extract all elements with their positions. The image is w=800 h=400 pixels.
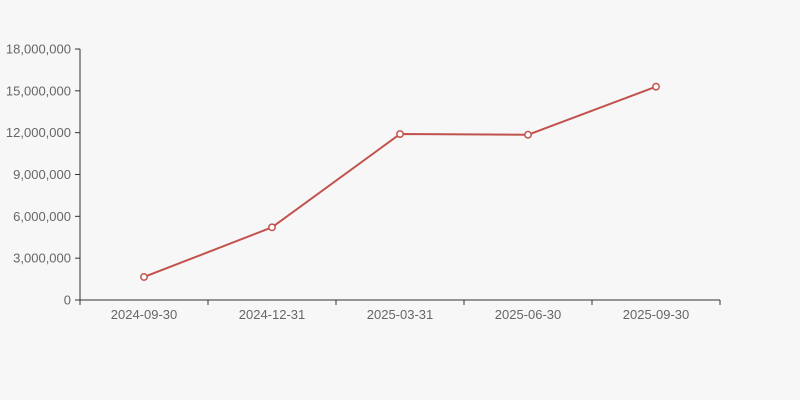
data-point-marker[interactable] <box>396 130 404 139</box>
y-axis-tick-label: 12,000,000 <box>6 125 71 140</box>
x-axis-tick-label: 2024-12-31 <box>239 307 306 322</box>
y-axis-tick-label: 0 <box>64 293 71 308</box>
x-axis-tick-label: 2025-09-30 <box>623 307 690 322</box>
data-point-marker[interactable] <box>140 273 148 281</box>
x-axis-tick-label: 2024-09-30 <box>111 307 178 322</box>
data-point-marker[interactable] <box>524 130 532 139</box>
y-axis-tick-label: 9,000,000 <box>13 167 71 182</box>
x-axis-tick-label: 2025-06-30 <box>495 307 562 322</box>
data-point-marker[interactable] <box>652 82 660 91</box>
y-axis-tick-label: 6,000,000 <box>13 209 71 224</box>
series-line <box>143 85 657 278</box>
y-axis-tick-label: 3,000,000 <box>13 251 71 266</box>
y-axis-tick-label: 18,000,000 <box>6 42 71 57</box>
x-axis-tick-label: 2025-03-31 <box>367 307 434 322</box>
y-axis-tick-label: 15,000,000 <box>6 83 71 98</box>
data-point-marker[interactable] <box>268 223 276 232</box>
